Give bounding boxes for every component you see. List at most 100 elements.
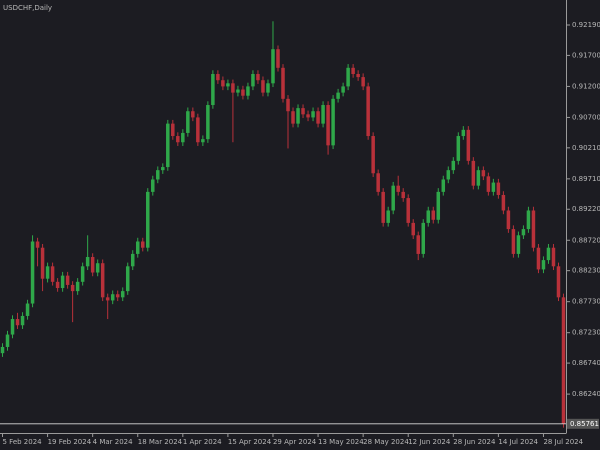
x-tick-label: 29 Apr 2024 (273, 438, 317, 446)
y-tick-label: 0.89710 (572, 175, 600, 183)
candle-body (341, 86, 345, 93)
candle-body (176, 136, 180, 143)
candle-body (181, 132, 185, 143)
candle-body (266, 83, 270, 93)
candle-body (371, 136, 375, 174)
x-tick-label: 18 Mar 2024 (138, 438, 183, 446)
candle-body (481, 170, 486, 177)
candle-body (271, 49, 275, 84)
candle-body (140, 241, 145, 248)
candle-body (526, 210, 531, 230)
candle-body (85, 257, 90, 267)
candle-body (501, 194, 506, 211)
candle-body (556, 266, 561, 298)
candle-body (451, 160, 456, 171)
candle-body (361, 77, 365, 87)
candle-body (496, 182, 501, 195)
candle-body (331, 98, 335, 146)
candle-body (110, 294, 115, 301)
candle-body (411, 222, 415, 236)
price-label-box (567, 418, 599, 429)
candle-body (171, 123, 175, 137)
candle-body (306, 114, 310, 118)
x-tick-label: 28 May 2024 (363, 438, 409, 446)
candle-body (75, 281, 80, 292)
candle-body (561, 297, 566, 424)
candle-body (421, 222, 426, 254)
y-tick-label: 0.89220 (572, 205, 600, 213)
y-tick-label: 0.88720 (572, 236, 600, 244)
x-tick-label: 12 Jun 2024 (408, 438, 451, 446)
candle-body (476, 170, 481, 186)
candle-body (401, 191, 405, 199)
x-tick-label: 19 Feb 2024 (48, 438, 92, 446)
candle-body (206, 105, 210, 140)
chart-title: USDCHF,Daily (3, 4, 52, 12)
candle-body (281, 67, 285, 99)
candle-body (446, 170, 451, 180)
candle-body (30, 241, 35, 304)
candle-body (386, 210, 390, 223)
candle-body (461, 129, 466, 137)
candle-body (105, 297, 110, 301)
candle-body (10, 319, 15, 335)
candle-body (396, 185, 400, 192)
x-tick-label: 1 Apr 2024 (183, 438, 222, 446)
candle-body (426, 210, 431, 223)
price-label: 0.85761 (570, 420, 599, 428)
x-tick-label: 28 Jul 2024 (543, 438, 583, 446)
candle-body (381, 191, 385, 223)
candle-body (376, 173, 380, 192)
candle-body (346, 67, 350, 87)
candle-body (256, 74, 260, 81)
candle-body (456, 136, 461, 161)
candle-body (536, 247, 541, 270)
y-tick-label: 0.86740 (572, 359, 600, 367)
candle-body (291, 111, 295, 124)
candle-body (146, 191, 150, 248)
y-tick-label: 0.87730 (572, 298, 600, 306)
candle-body (251, 74, 255, 87)
x-tick-label: 4 Mar 2024 (93, 438, 133, 446)
candle-body (356, 74, 360, 78)
candle-body (211, 74, 215, 106)
candle-body (80, 266, 85, 282)
candle-body (416, 235, 420, 254)
candle-body (471, 160, 476, 186)
candle-body (511, 229, 516, 254)
candle-body (261, 80, 265, 93)
candle-body (431, 210, 436, 220)
candle-body (50, 266, 55, 282)
candle-body (5, 334, 10, 347)
candle-body (40, 247, 45, 279)
candle-body (546, 247, 551, 261)
candle-body (191, 111, 195, 118)
candle-body (100, 263, 105, 298)
candle-body (316, 111, 320, 124)
x-tick-label: 13 May 2024 (318, 438, 364, 446)
candle-body (130, 253, 135, 267)
candle-body (156, 170, 160, 180)
candle-body (326, 105, 330, 146)
candle-body (441, 179, 446, 192)
candle-body (436, 191, 441, 220)
candle-body (551, 247, 556, 267)
candle-body (321, 105, 325, 124)
candle-body (166, 123, 170, 168)
candle-body (241, 89, 245, 96)
candle-body (186, 111, 190, 133)
candle-body (541, 260, 546, 270)
y-tick-label: 0.87230 (572, 329, 600, 337)
candle-body (151, 179, 155, 192)
candle-body (55, 281, 60, 289)
candle-body (90, 257, 95, 273)
y-tick-label: 0.90700 (572, 113, 600, 121)
candle-body (506, 210, 511, 230)
candle-body (65, 275, 70, 285)
candle-body (296, 108, 300, 124)
candle-body (366, 86, 370, 137)
candle-body (60, 275, 65, 289)
candle-body (135, 241, 140, 254)
